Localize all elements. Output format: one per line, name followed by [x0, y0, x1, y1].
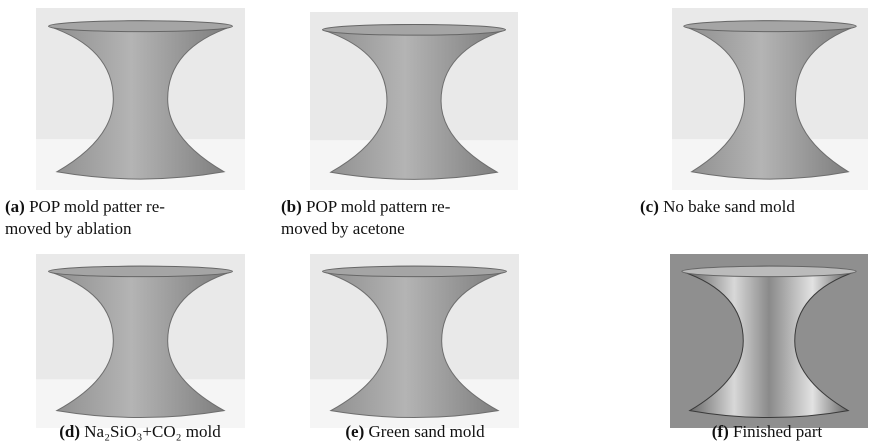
caption-label: (d): [59, 422, 80, 441]
figure: (a) POP mold patter re-moved by ablation…: [0, 0, 882, 446]
specimen-rim: [322, 24, 505, 35]
caption-label: (c): [640, 197, 659, 216]
caption-label: (f): [712, 422, 729, 441]
specimen-rim: [684, 21, 856, 32]
panel: (d) Na₂SiO₃+CO₂ mold: [36, 254, 245, 441]
caption-line: moved by acetone: [281, 219, 405, 238]
panel: (a) POP mold patter re-moved by ablation: [5, 8, 245, 238]
caption-text: POP mold pattern re-: [306, 197, 451, 216]
caption-label: (e): [345, 422, 364, 441]
panel: (c) No bake sand mold: [640, 8, 868, 216]
caption-text: Green sand mold: [368, 422, 485, 441]
caption-text: Na₂SiO₃+CO₂ mold: [84, 422, 221, 441]
caption-text: Finished part: [733, 422, 823, 441]
specimen-rim: [49, 266, 233, 276]
caption-line: (e) Green sand mold: [345, 422, 485, 441]
caption-text: moved by ablation: [5, 219, 132, 238]
caption-line: (b) POP mold pattern re-: [281, 197, 451, 216]
panel: (f) Finished part: [670, 254, 868, 441]
caption-line: (f) Finished part: [712, 422, 823, 441]
specimen-rim: [323, 266, 507, 276]
specimen-rim: [682, 266, 856, 276]
panel: (e) Green sand mold: [310, 254, 519, 441]
caption-text: moved by acetone: [281, 219, 405, 238]
panel: (b) POP mold pattern re-moved by acetone: [281, 12, 518, 238]
caption-line: (a) POP mold patter re-: [5, 197, 165, 216]
caption-text: No bake sand mold: [663, 197, 795, 216]
caption-text: POP mold patter re-: [29, 197, 165, 216]
caption-label: (a): [5, 197, 25, 216]
caption-line: (c) No bake sand mold: [640, 197, 795, 216]
caption-line: (d) Na₂SiO₃+CO₂ mold: [59, 422, 221, 441]
caption-label: (b): [281, 197, 302, 216]
specimen-rim: [49, 21, 233, 32]
caption-line: moved by ablation: [5, 219, 132, 238]
